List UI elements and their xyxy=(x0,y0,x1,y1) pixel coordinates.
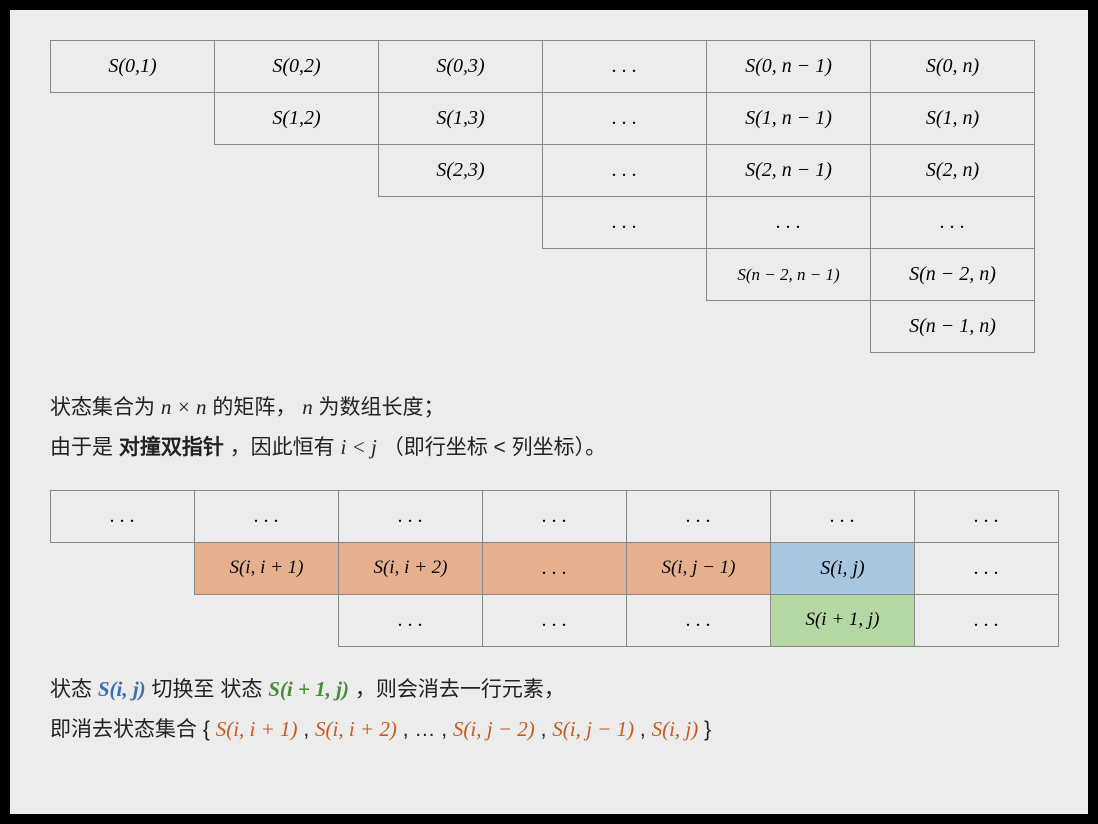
d2-sep: , xyxy=(541,718,553,741)
set-elem: S(i, i + 2) xyxy=(315,717,397,741)
matrix-cell: S(2, n) xyxy=(870,144,1035,197)
example-cell: S(i, j) xyxy=(770,542,915,595)
matrix-cell: . . . xyxy=(542,92,707,145)
matrix-cell: S(0,2) xyxy=(214,40,379,93)
matrix-cell: S(1,2) xyxy=(214,92,379,145)
matrix-cell: S(2, n − 1) xyxy=(706,144,871,197)
matrix-cell: S(1,3) xyxy=(378,92,543,145)
example-cell: . . . xyxy=(626,490,771,543)
state-si1j: S(i + 1, j) xyxy=(268,677,349,701)
set-elem: S(i, j − 1) xyxy=(552,717,634,741)
matrix-cell: . . . xyxy=(542,144,707,197)
d2-sep: , xyxy=(303,718,315,741)
set-elem: S(i, j) xyxy=(652,717,699,741)
d1-text: 状态集合为 xyxy=(50,396,161,419)
example-cell: . . . xyxy=(194,490,339,543)
example-cell: . . . xyxy=(914,542,1059,595)
diagram-panel: S(0,1)S(0,2)S(0,3). . .S(0, n − 1)S(0, n… xyxy=(10,10,1088,814)
d1-math: i < j xyxy=(341,435,377,459)
upper-triangular-matrix: S(0,1)S(0,2)S(0,3). . .S(0, n − 1)S(0, n… xyxy=(50,40,1048,360)
matrix-cell: . . . xyxy=(706,196,871,249)
d2-text: ，则会消去一行元素， xyxy=(355,678,565,701)
set-elem: S(i, i + 1) xyxy=(216,717,298,741)
description-1: 状态集合为 n × n 的矩阵， n 为数组长度； 由于是 对撞双指针 ，因此恒… xyxy=(50,388,1048,468)
matrix-cell: S(0, n − 1) xyxy=(706,40,871,93)
matrix-cell: S(0,3) xyxy=(378,40,543,93)
example-cell: . . . xyxy=(482,594,627,647)
matrix-cell: S(2,3) xyxy=(378,144,543,197)
example-cell: . . . xyxy=(914,490,1059,543)
d2-text: 状态 xyxy=(50,678,98,701)
matrix-cell: S(n − 2, n) xyxy=(870,248,1035,301)
example-cell: . . . xyxy=(338,594,483,647)
matrix-cell: . . . xyxy=(542,196,707,249)
state-sij: S(i, j) xyxy=(98,677,146,701)
d2-text: 切换至 状态 xyxy=(152,678,269,701)
example-cell: . . . xyxy=(482,542,627,595)
d2-sep: , xyxy=(640,718,652,741)
d2-sep: , … , xyxy=(403,718,453,741)
d2-text: } xyxy=(704,718,711,741)
matrix-cell: S(n − 2, n − 1) xyxy=(706,248,871,301)
example-cell: S(i, j − 1) xyxy=(626,542,771,595)
matrix-cell: S(0, n) xyxy=(870,40,1035,93)
d1-math: n xyxy=(302,395,313,419)
d1-text: 的矩阵， xyxy=(212,396,302,419)
example-cell: S(i, i + 2) xyxy=(338,542,483,595)
d1-text: 为数组长度； xyxy=(319,396,445,419)
matrix-cell: S(n − 1, n) xyxy=(870,300,1035,353)
d2-text: 即消去状态集合 { xyxy=(50,718,210,741)
example-cell: . . . xyxy=(626,594,771,647)
example-cell: . . . xyxy=(770,490,915,543)
example-cell: S(i, i + 1) xyxy=(194,542,339,595)
matrix-cell: S(1, n − 1) xyxy=(706,92,871,145)
example-cell: . . . xyxy=(914,594,1059,647)
d1-text: ，因此恒有 xyxy=(230,436,341,459)
lower-example-matrix: . . .. . .. . .. . .. . .. . .. . .S(i, … xyxy=(50,490,1048,652)
example-cell: S(i + 1, j) xyxy=(770,594,915,647)
matrix-cell: S(1, n) xyxy=(870,92,1035,145)
description-2: 状态 S(i, j) 切换至 状态 S(i + 1, j) ，则会消去一行元素，… xyxy=(50,670,1048,750)
example-cell: . . . xyxy=(482,490,627,543)
example-cell: . . . xyxy=(50,490,195,543)
d1-text: （即行坐标 < 列坐标）。 xyxy=(383,436,606,459)
matrix-cell: S(0,1) xyxy=(50,40,215,93)
set-elem: S(i, j − 2) xyxy=(453,717,535,741)
matrix-cell: . . . xyxy=(542,40,707,93)
matrix-cell: . . . xyxy=(870,196,1035,249)
example-cell: . . . xyxy=(338,490,483,543)
d1-bold: 对撞双指针 xyxy=(119,436,224,459)
d1-math: n × n xyxy=(161,395,207,419)
d1-text: 由于是 xyxy=(50,436,113,459)
